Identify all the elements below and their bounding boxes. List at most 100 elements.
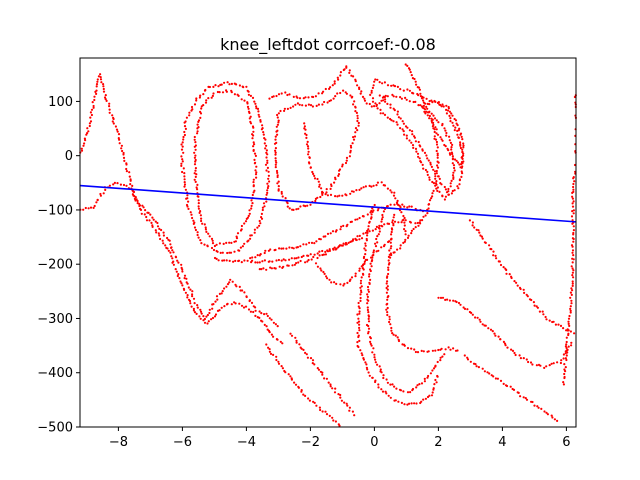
data-point-1003 [381,82,384,85]
data-point-394 [258,219,261,223]
data-point-1035 [452,124,455,127]
data-point-1747 [540,407,543,410]
data-point-1393 [380,218,384,221]
data-point-483 [218,91,221,94]
data-point-84 [141,204,144,207]
data-point-152 [231,280,234,283]
data-point-67 [125,163,128,166]
data-point-627 [313,242,316,245]
data-point-1125 [386,102,389,105]
data-point-1176 [452,171,455,174]
data-point-456 [181,158,184,161]
data-point-1673 [491,330,494,333]
data-point-847 [351,142,354,145]
data-point-1678 [499,338,502,341]
data-point-630 [319,238,322,241]
data-point-721 [374,228,377,231]
data-point-958 [334,195,337,198]
data-point-145 [220,292,223,295]
data-point-863 [334,178,337,181]
data-point-1884 [572,209,576,212]
data-point-883 [295,208,298,211]
data-point-708 [342,242,345,245]
data-point-1043 [459,143,462,146]
data-point-606 [259,253,262,256]
data-point-1802 [544,315,547,319]
data-point-1660 [466,308,469,311]
data-point-1794 [530,298,533,302]
data-point-1328 [357,317,360,320]
data-point-1839 [567,322,570,325]
data-point-237 [174,268,177,271]
data-point-576 [197,202,200,205]
data-point-864 [333,181,336,184]
data-point-1522 [386,296,389,299]
data-point-1809 [559,324,563,327]
data-point-1076 [428,178,431,181]
data-point-110 [177,261,180,264]
data-point-1638 [339,396,342,399]
data-point-300 [180,143,183,146]
data-point-1276 [437,101,440,104]
data-point-1963 [417,86,421,89]
data-point-396 [258,224,261,227]
data-point-261 [203,321,207,324]
data-point-428 [194,228,197,232]
data-point-279 [242,306,246,309]
data-point-1751 [550,414,553,417]
data-point-1093 [408,139,411,142]
data-point-1692 [529,361,533,364]
data-point-486 [225,90,228,93]
data-point-425 [197,236,200,239]
data-point-1529 [386,313,389,317]
data-point-1705 [562,357,565,360]
data-point-843 [354,131,357,134]
data-point-1766 [484,241,487,244]
data-point-496 [246,105,250,108]
data-point-892 [280,192,283,195]
data-point-314 [191,108,194,111]
data-point-2012 [427,207,430,210]
data-point-857 [341,165,344,168]
data-point-6 [83,137,86,140]
data-point-1206 [419,104,422,107]
data-point-1716 [469,360,472,363]
data-point-2083 [332,247,335,250]
data-point-756 [312,95,315,99]
data-point-837 [356,117,359,120]
data-point-388 [263,205,266,208]
data-point-916 [276,133,279,136]
x-tick-label-4: 0 [370,435,378,450]
data-point-1421 [367,288,370,291]
data-point-530 [252,191,255,194]
data-point-1357 [377,386,380,389]
data-point-1424 [366,295,369,298]
data-point-1284 [371,207,374,210]
data-point-1472 [416,384,419,387]
data-point-2063 [280,259,283,262]
data-point-511 [253,143,256,146]
data-point-515 [253,152,257,155]
data-point-1378 [426,395,430,399]
data-point-690 [299,259,302,263]
data-point-1631 [329,383,332,386]
data-point-1365 [394,399,397,402]
data-point-1656 [457,301,461,305]
data-point-899 [276,175,279,179]
data-point-1082 [421,163,424,166]
y-tick-label-0: 100 [48,95,73,110]
data-point-1488 [443,353,446,356]
data-point-2006 [431,192,434,195]
data-point-1465 [399,389,403,392]
data-point-184 [95,201,98,204]
data-point-1385 [435,381,438,384]
data-point-1737 [517,391,520,394]
data-point-2071 [300,255,303,259]
data-point-1441 [369,337,372,340]
data-point-1666 [478,318,481,321]
data-point-510 [252,141,255,144]
data-point-920 [276,123,279,126]
data-point-189 [102,192,105,195]
data-point-1399 [377,233,380,236]
